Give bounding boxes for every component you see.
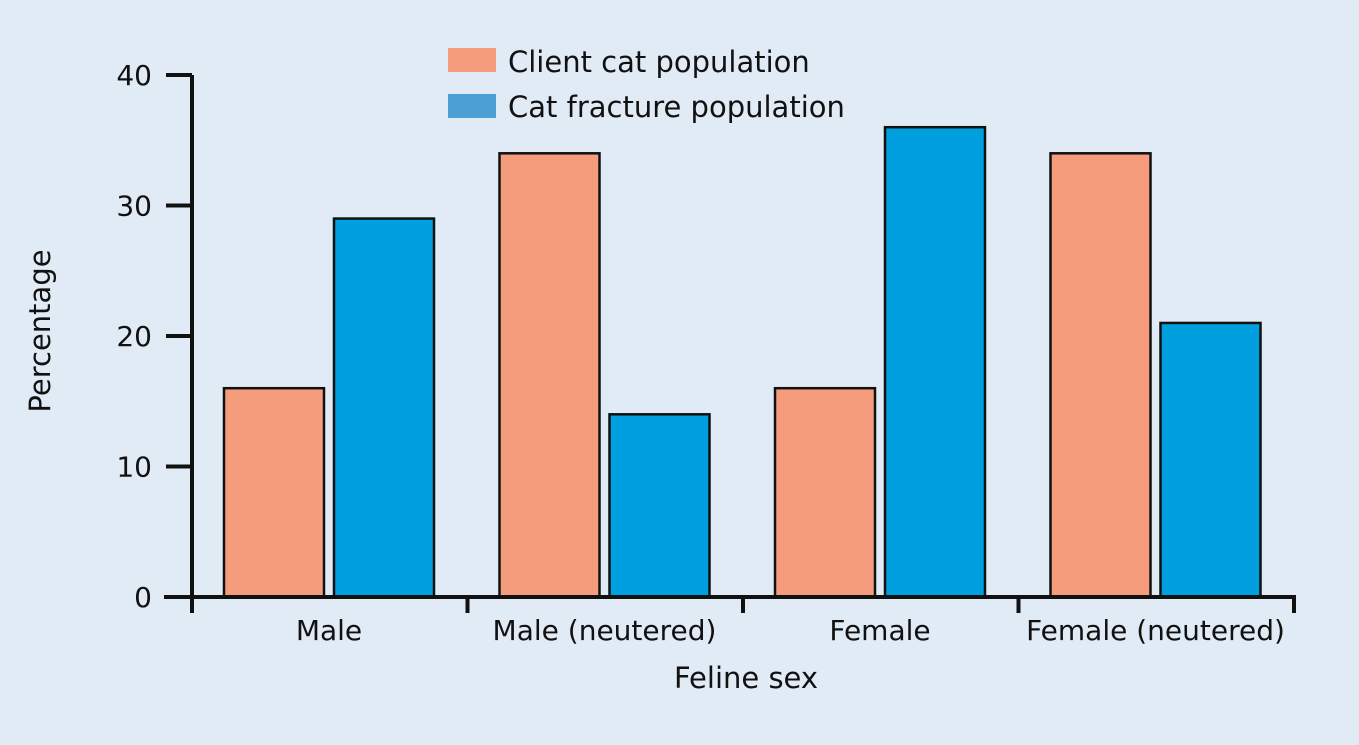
x-category-label: Male	[296, 614, 362, 647]
x-category-label: Female (neutered)	[1026, 614, 1285, 647]
y-tick-label: 30	[116, 190, 152, 223]
legend-swatch-fracture	[448, 94, 496, 118]
y-tick-label: 20	[116, 320, 152, 353]
y-tick-label: 10	[116, 451, 152, 484]
bar	[222, 386, 326, 599]
bar	[773, 386, 877, 599]
bar	[883, 125, 987, 599]
bar	[608, 413, 711, 599]
x-category-label: Female	[829, 614, 930, 647]
legend-label-fracture: Cat fracture population	[508, 90, 845, 124]
x-category-label: Male (neutered)	[493, 614, 717, 647]
legend-swatch-client	[448, 48, 496, 72]
x-ticks: Male Male (neutered) Female Female (neutere…	[190, 597, 1296, 647]
bars-layer	[222, 125, 1262, 599]
bar	[1049, 152, 1152, 599]
x-axis-title: Feline sex	[674, 661, 818, 695]
legend: Client cat population Cat fracture popul…	[448, 45, 845, 124]
legend-label-client: Client cat population	[508, 45, 810, 79]
bar	[332, 217, 436, 599]
y-tick-label: 40	[116, 59, 152, 92]
bar	[498, 152, 601, 599]
y-tick-label: 0	[134, 581, 152, 614]
y-axis-title: Percentage	[23, 249, 57, 412]
y-ticks: 0 10 20 30 40	[116, 59, 192, 614]
bar	[1159, 321, 1262, 599]
